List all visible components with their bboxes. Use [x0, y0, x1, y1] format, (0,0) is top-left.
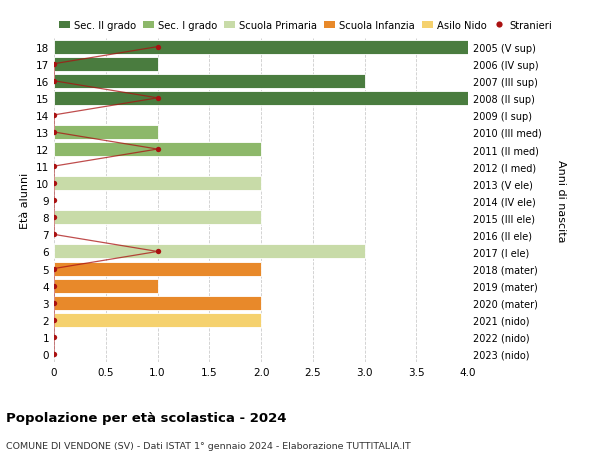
Bar	[54, 279, 157, 293]
Bar	[54, 92, 468, 106]
Bar	[54, 313, 468, 327]
Point	[152, 146, 162, 153]
Bar	[54, 177, 468, 191]
Point	[49, 214, 59, 222]
Bar	[54, 40, 468, 55]
Point	[152, 95, 162, 102]
Bar	[54, 313, 261, 327]
Bar	[54, 245, 468, 259]
Point	[49, 350, 59, 358]
Legend: Sec. II grado, Sec. I grado, Scuola Primaria, Scuola Infanzia, Asilo Nido, Stran: Sec. II grado, Sec. I grado, Scuola Prim…	[59, 21, 551, 31]
Point	[49, 129, 59, 136]
Bar	[54, 347, 468, 361]
Point	[49, 197, 59, 205]
Text: COMUNE DI VENDONE (SV) - Dati ISTAT 1° gennaio 2024 - Elaborazione TUTTITALIA.IT: COMUNE DI VENDONE (SV) - Dati ISTAT 1° g…	[6, 441, 411, 450]
Bar	[54, 245, 365, 259]
Bar	[54, 75, 468, 89]
Point	[49, 282, 59, 290]
Point	[49, 163, 59, 170]
Bar	[54, 211, 468, 225]
Point	[49, 265, 59, 273]
Bar	[54, 109, 468, 123]
Bar	[54, 143, 261, 157]
Bar	[54, 57, 157, 72]
Bar	[54, 40, 468, 55]
Point	[49, 112, 59, 119]
Bar	[54, 262, 261, 276]
Bar	[54, 211, 261, 225]
Text: Popolazione per età scolastica - 2024: Popolazione per età scolastica - 2024	[6, 411, 287, 424]
Point	[49, 61, 59, 68]
Point	[152, 248, 162, 256]
Bar	[54, 177, 261, 191]
Bar	[54, 75, 365, 89]
Point	[49, 299, 59, 307]
Point	[49, 231, 59, 239]
Bar	[54, 143, 468, 157]
Point	[152, 44, 162, 51]
Point	[49, 78, 59, 85]
Bar	[54, 126, 157, 140]
Bar	[54, 279, 468, 293]
Point	[49, 333, 59, 341]
Point	[49, 316, 59, 324]
Y-axis label: Anni di nascita: Anni di nascita	[556, 160, 566, 242]
Bar	[54, 296, 261, 310]
Y-axis label: Età alunni: Età alunni	[20, 173, 31, 229]
Point	[49, 180, 59, 187]
